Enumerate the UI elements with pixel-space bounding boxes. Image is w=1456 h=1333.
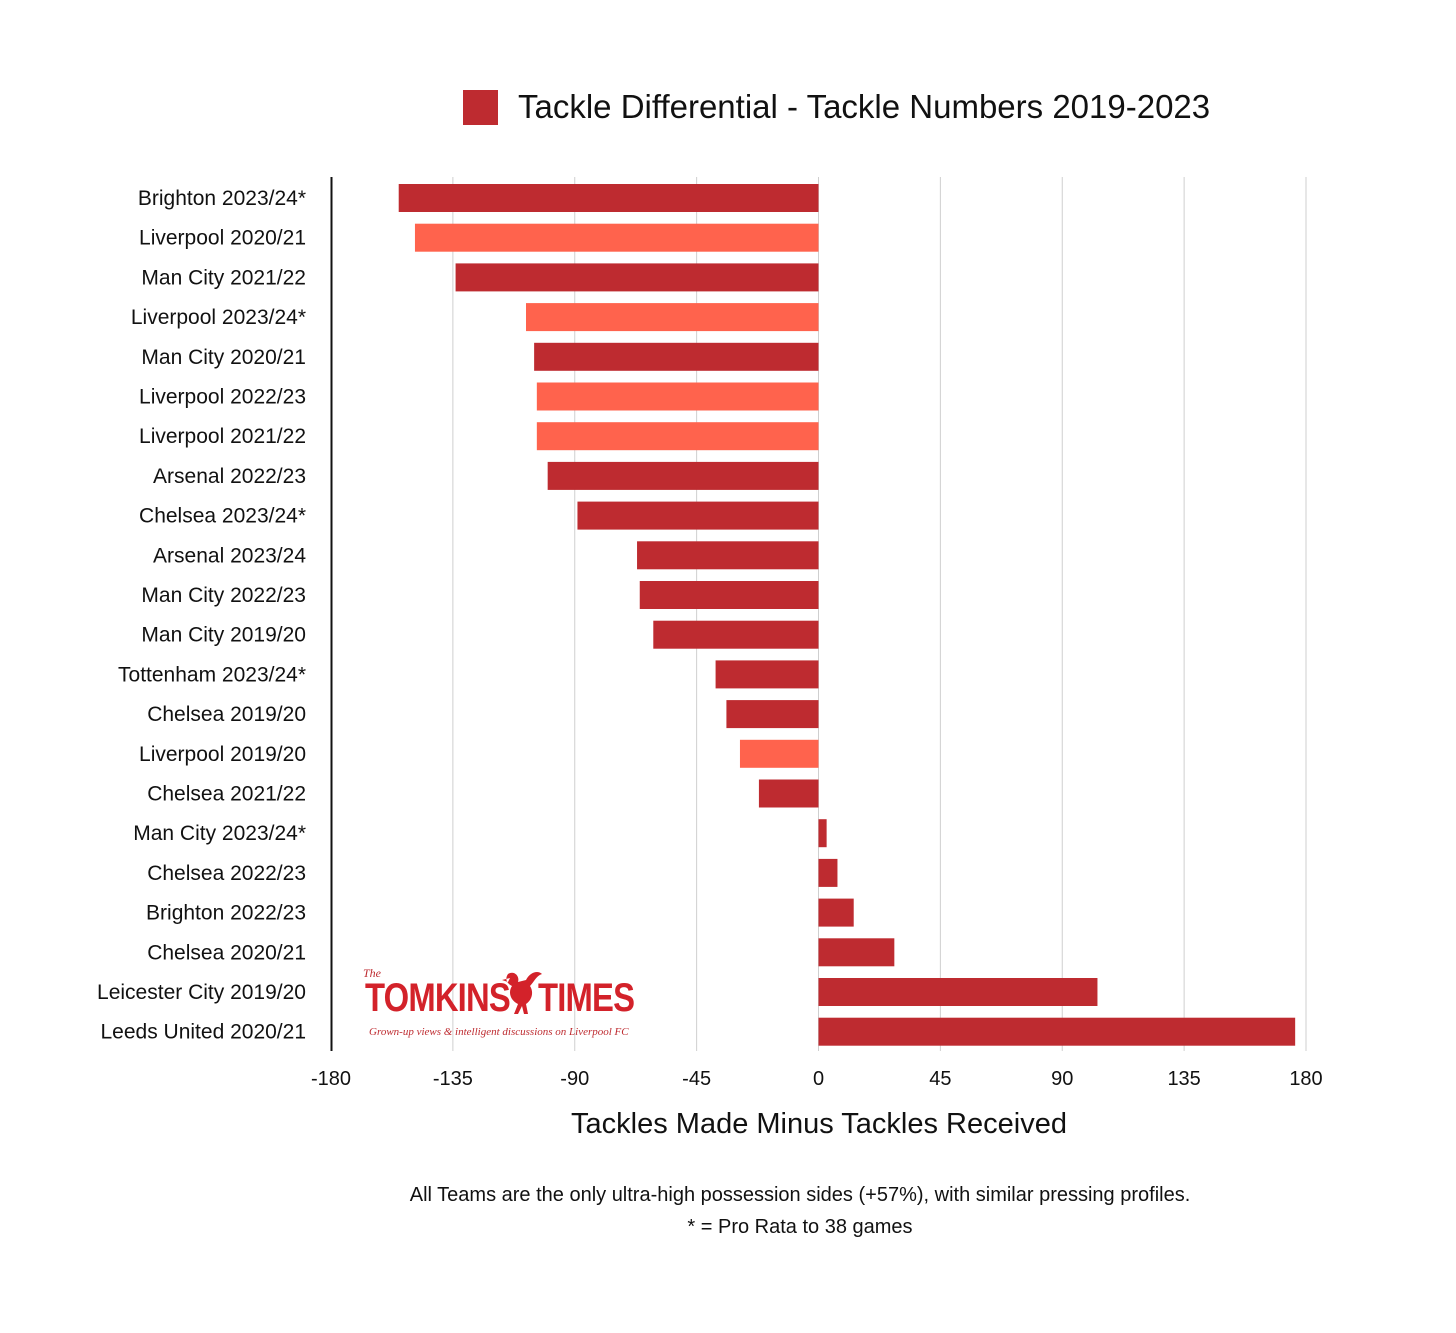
logo-name-left: TOMKINS — [365, 976, 511, 1020]
bar — [637, 541, 819, 570]
category-label: Man City 2020/21 — [141, 346, 306, 369]
bar — [414, 223, 819, 252]
category-label: Man City 2023/24* — [133, 822, 306, 845]
bar — [398, 184, 819, 212]
category-label: Chelsea 2021/22 — [147, 783, 306, 806]
category-label: Man City 2021/22 — [141, 266, 306, 289]
category-label: Liverpool 2023/24* — [131, 306, 306, 329]
category-labels: Brighton 2023/24* Liverpool 2020/21 Man Ci… — [97, 187, 306, 1044]
x-tick-label: 45 — [929, 1068, 951, 1090]
footnote-line-1: All Teams are the only ultra-high posses… — [409, 1184, 1191, 1206]
logo-prefix: The — [363, 966, 381, 980]
category-label: Leicester City 2019/20 — [97, 981, 306, 1004]
legend-swatch — [463, 89, 498, 125]
bar — [818, 938, 895, 967]
category-label: Arsenal 2023/24 — [153, 544, 306, 567]
bar — [526, 303, 819, 332]
logo-name-right: TIMES — [538, 976, 635, 1020]
category-label: Chelsea 2019/20 — [147, 703, 306, 726]
category-label: Liverpool 2020/21 — [139, 227, 306, 250]
bar — [818, 898, 854, 927]
category-label: Liverpool 2019/20 — [139, 743, 306, 766]
category-label: Leeds United 2020/21 — [101, 1021, 307, 1044]
category-label: Chelsea 2022/23 — [147, 862, 306, 885]
bar — [818, 819, 827, 848]
bar — [653, 620, 819, 649]
category-label: Brighton 2022/23 — [146, 902, 306, 925]
bar — [818, 858, 838, 887]
x-axis-title: Tackles Made Minus Tackles Received — [571, 1108, 1067, 1140]
category-label: Man City 2022/23 — [141, 584, 306, 607]
bar — [536, 422, 819, 451]
x-tick-label: -135 — [433, 1068, 473, 1090]
category-label: Liverpool 2021/22 — [139, 425, 306, 448]
x-tick-label: 135 — [1167, 1068, 1200, 1090]
category-label: Tottenham 2023/24* — [118, 663, 306, 686]
category-label: Liverpool 2022/23 — [139, 386, 306, 409]
x-tick-label: -180 — [311, 1068, 351, 1090]
logo-tagline: Grown-up views & intelligent discussions… — [369, 1026, 629, 1038]
bar — [536, 382, 819, 411]
bar — [534, 342, 819, 371]
category-label: Man City 2019/20 — [141, 624, 306, 647]
x-tick-label: -45 — [682, 1068, 711, 1090]
category-label: Chelsea 2020/21 — [147, 941, 306, 964]
bar — [455, 263, 819, 292]
footnote-line-2: * = Pro Rata to 38 games — [687, 1216, 913, 1238]
tomkins-times-logo: The TOMKINS TIMES Grown-up views & intel… — [363, 966, 653, 1046]
category-label: Chelsea 2023/24* — [139, 505, 306, 528]
bar — [715, 660, 819, 689]
x-tick-label: 90 — [1051, 1068, 1073, 1090]
x-tick-label: -90 — [560, 1068, 589, 1090]
tick-labels: -180 -135 -90 -45 0 45 90 135 180 — [311, 1068, 1323, 1090]
legend: Tackle Differential - Tackle Numbers 201… — [463, 88, 1210, 126]
bar — [547, 461, 819, 490]
bars — [398, 184, 1296, 1046]
legend-label: Tackle Differential - Tackle Numbers 201… — [518, 88, 1211, 125]
bar — [639, 581, 819, 609]
category-label: Arsenal 2022/23 — [153, 465, 306, 488]
liver-bird-icon — [502, 972, 542, 1014]
x-tick-label: 180 — [1289, 1068, 1322, 1090]
category-label: Brighton 2023/24* — [138, 187, 306, 210]
bar — [726, 700, 819, 729]
x-tick-label: 0 — [813, 1068, 824, 1090]
bar — [739, 739, 819, 768]
bar — [577, 501, 819, 530]
bar — [818, 978, 1098, 1006]
bar — [818, 1017, 1296, 1046]
bar — [758, 779, 819, 808]
